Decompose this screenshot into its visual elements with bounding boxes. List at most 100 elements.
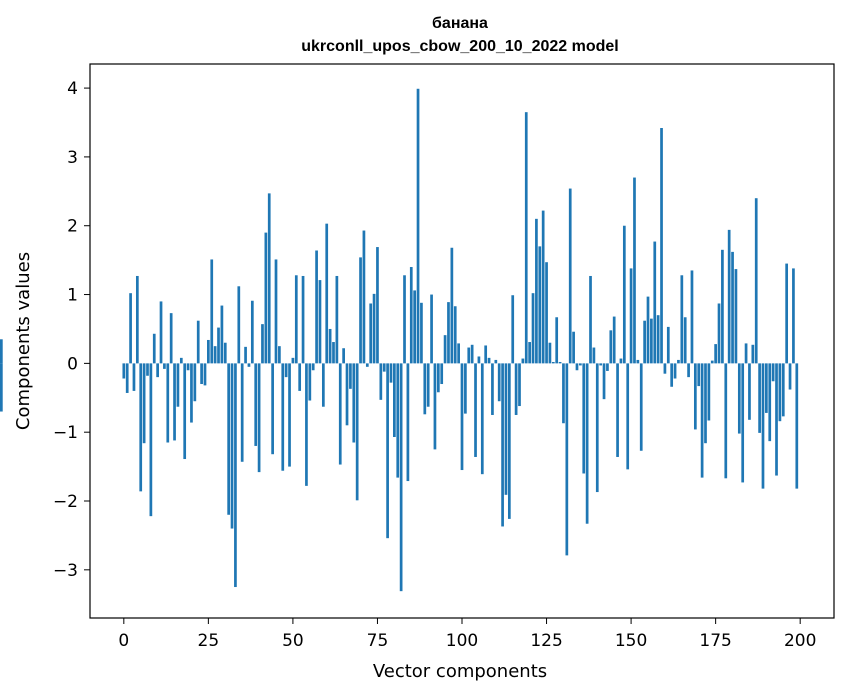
bar bbox=[761, 363, 765, 489]
bar bbox=[771, 363, 775, 382]
y-tick-label: 4 bbox=[67, 79, 78, 99]
bar bbox=[734, 269, 738, 364]
bar bbox=[673, 363, 677, 379]
bar bbox=[345, 363, 349, 426]
bar bbox=[308, 363, 312, 401]
bar bbox=[342, 348, 345, 364]
bar bbox=[744, 343, 748, 364]
bar bbox=[710, 360, 714, 364]
plot-frame bbox=[89, 63, 835, 619]
bar bbox=[531, 293, 535, 364]
bar bbox=[545, 262, 548, 364]
bar bbox=[555, 317, 559, 364]
bar bbox=[0, 363, 3, 412]
bar bbox=[666, 326, 670, 364]
bar bbox=[707, 363, 711, 421]
bar bbox=[721, 249, 724, 364]
bar bbox=[210, 259, 214, 364]
y-axis-ticks: −3 −2 −1 0 1 2 3 4 bbox=[53, 79, 90, 581]
bar bbox=[704, 363, 707, 444]
bar bbox=[636, 359, 640, 364]
bar bbox=[132, 363, 136, 391]
bar bbox=[501, 363, 504, 527]
x-axis-label: Vector components bbox=[373, 661, 547, 682]
bar bbox=[687, 363, 690, 378]
bar bbox=[389, 363, 393, 383]
x-tick-label: 200 bbox=[784, 631, 816, 651]
bar bbox=[765, 363, 768, 413]
bar bbox=[406, 363, 410, 482]
bar bbox=[223, 342, 227, 364]
bar bbox=[470, 344, 474, 364]
bar bbox=[606, 363, 609, 371]
bar bbox=[186, 363, 190, 371]
bar bbox=[183, 363, 187, 460]
bar bbox=[267, 193, 271, 364]
bar bbox=[321, 363, 325, 407]
bar bbox=[169, 313, 173, 364]
bar bbox=[274, 259, 278, 364]
bar bbox=[213, 346, 217, 364]
y-tick-label: 3 bbox=[67, 148, 78, 168]
bar bbox=[457, 343, 460, 364]
bar bbox=[440, 363, 444, 385]
bar bbox=[396, 363, 400, 478]
bar bbox=[318, 280, 322, 364]
bar bbox=[572, 331, 575, 364]
bar bbox=[680, 275, 684, 364]
bar bbox=[677, 359, 680, 364]
bar bbox=[792, 268, 795, 364]
bar bbox=[504, 363, 508, 495]
bar bbox=[152, 333, 156, 364]
y-tick-label: −3 bbox=[53, 561, 78, 581]
bar bbox=[166, 363, 170, 443]
bar bbox=[294, 275, 298, 364]
bar bbox=[254, 363, 258, 446]
bar bbox=[646, 296, 650, 364]
bar bbox=[697, 363, 701, 387]
bar bbox=[413, 290, 417, 364]
bar bbox=[135, 275, 139, 364]
bar bbox=[524, 112, 528, 364]
bar bbox=[497, 363, 501, 402]
bar bbox=[240, 363, 244, 462]
bar bbox=[200, 363, 203, 385]
bar-series bbox=[0, 88, 799, 592]
bar bbox=[237, 286, 241, 364]
bar bbox=[359, 257, 362, 364]
bar bbox=[301, 275, 305, 364]
bar bbox=[288, 363, 291, 467]
bar bbox=[146, 363, 149, 376]
y-tick-label: 1 bbox=[67, 286, 78, 306]
bar bbox=[426, 363, 430, 407]
bar bbox=[538, 246, 542, 364]
bar bbox=[579, 363, 582, 366]
bar bbox=[129, 293, 132, 364]
bar bbox=[558, 361, 562, 364]
bar bbox=[271, 363, 274, 455]
bar bbox=[338, 363, 342, 465]
bar bbox=[220, 305, 224, 364]
bar bbox=[656, 315, 660, 364]
bar bbox=[349, 363, 352, 389]
bar bbox=[535, 218, 538, 364]
bar bbox=[443, 335, 447, 364]
bar bbox=[369, 303, 373, 364]
bar bbox=[639, 363, 643, 451]
y-tick-label: −1 bbox=[53, 423, 78, 443]
bar bbox=[250, 300, 254, 364]
bar bbox=[514, 363, 518, 415]
bar bbox=[690, 270, 694, 364]
bar bbox=[203, 363, 207, 386]
bar bbox=[179, 357, 183, 364]
bar bbox=[372, 293, 376, 364]
bar bbox=[748, 363, 751, 420]
bar bbox=[751, 344, 755, 364]
bar bbox=[244, 346, 247, 364]
bar bbox=[365, 363, 369, 367]
bar bbox=[264, 232, 268, 364]
bar bbox=[582, 363, 586, 474]
bar bbox=[629, 268, 633, 364]
bar bbox=[484, 345, 488, 364]
